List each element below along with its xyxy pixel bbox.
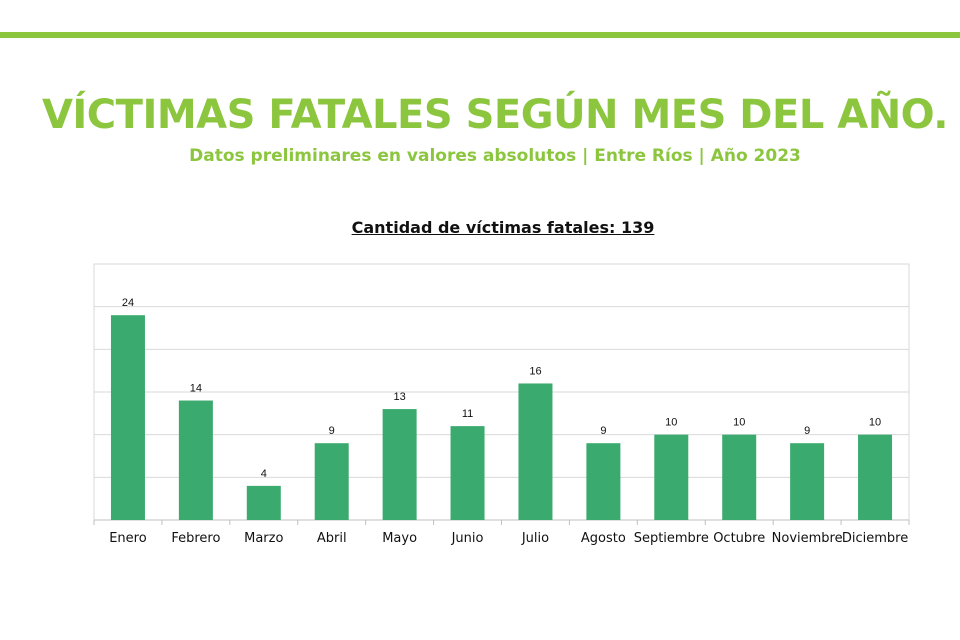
- bar-diciembre: [858, 434, 893, 520]
- x-tick-label: Agosto: [581, 531, 626, 546]
- x-tick-label: Noviembre: [772, 531, 843, 546]
- data-label: 9: [804, 425, 810, 437]
- bar-julio: [518, 383, 553, 520]
- data-label: 13: [394, 391, 406, 403]
- x-tick-label: Enero: [109, 531, 147, 546]
- data-label: 24: [122, 297, 134, 309]
- x-tick-label: Abril: [317, 531, 347, 546]
- x-tick-label: Julio: [521, 531, 549, 546]
- x-tick-label: Marzo: [244, 531, 283, 546]
- data-label: 11: [462, 408, 473, 420]
- bar-octubre: [722, 434, 757, 520]
- x-tick-label: Junio: [451, 531, 484, 546]
- chart-title: Cantidad de víctimas fatales: 139: [351, 218, 655, 237]
- data-label: 10: [733, 417, 745, 429]
- bar-febrero: [178, 400, 213, 520]
- bar-junio: [450, 426, 485, 520]
- x-tick-label: Octubre: [713, 531, 765, 546]
- bar-septiembre: [654, 434, 689, 520]
- data-label: 10: [869, 417, 881, 429]
- data-label: 9: [329, 425, 335, 437]
- data-label: 14: [190, 383, 202, 395]
- data-label: 9: [600, 425, 606, 437]
- x-tick-label: Septiembre: [634, 531, 709, 546]
- data-label: 10: [665, 417, 677, 429]
- x-tick-label: Mayo: [382, 531, 417, 546]
- data-label: 16: [529, 365, 541, 377]
- x-tick-label: Diciembre: [842, 531, 908, 546]
- top-accent-rule: [0, 32, 960, 38]
- page-title: VÍCTIMAS FATALES SEGÚN MES DEL AÑO.: [41, 92, 949, 138]
- page-subtitle: Datos preliminares en valores absolutos …: [189, 146, 801, 166]
- bar-enero: [110, 315, 145, 520]
- bar-agosto: [586, 443, 621, 520]
- bar-abril: [314, 443, 349, 520]
- bar-noviembre: [790, 443, 825, 520]
- data-label: 4: [261, 468, 267, 480]
- x-tick-label: Febrero: [171, 531, 220, 546]
- bar-mayo: [382, 409, 417, 520]
- bar-marzo: [246, 485, 281, 520]
